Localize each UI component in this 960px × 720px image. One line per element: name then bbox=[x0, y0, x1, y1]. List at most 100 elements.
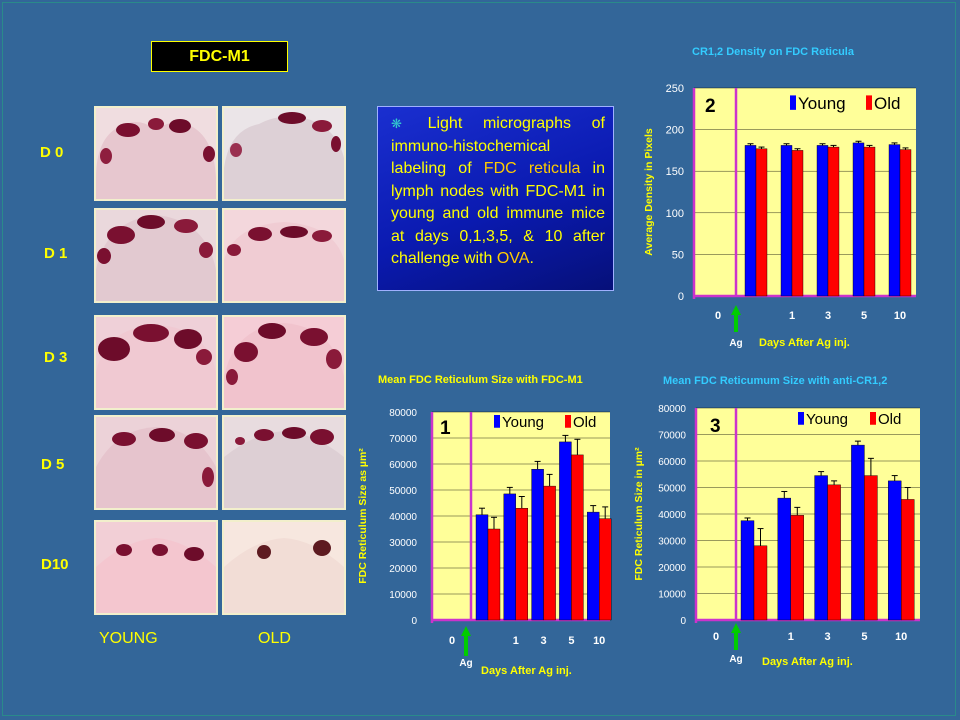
x-tick-label: 5 bbox=[568, 635, 574, 647]
ag-arrow-icon bbox=[461, 626, 471, 656]
y-tick-label: 10000 bbox=[389, 590, 417, 601]
panel-number: 3 bbox=[710, 416, 721, 437]
legend-swatch-old bbox=[866, 95, 872, 110]
micrograph-young-d0 bbox=[94, 106, 218, 201]
legend-swatch-young bbox=[798, 412, 804, 425]
panel-title: FDC-M1 bbox=[151, 41, 288, 72]
y-tick-label: 70000 bbox=[389, 434, 417, 445]
bar-young bbox=[777, 497, 792, 621]
bar-old bbox=[901, 499, 915, 621]
legend-label-young: Young bbox=[806, 411, 848, 428]
y-axis-label: FDC Reticulum Size in µm² bbox=[633, 447, 645, 581]
micrograph-young-d1 bbox=[94, 208, 218, 303]
x-tick-label: 3 bbox=[825, 310, 831, 322]
col-label-old: OLD bbox=[258, 630, 291, 647]
y-tick-label: 250 bbox=[666, 83, 684, 95]
legend-swatch-young bbox=[494, 415, 500, 428]
row-label-d5: D 5 bbox=[41, 456, 65, 473]
bar-old bbox=[753, 545, 768, 621]
y-tick-label: 0 bbox=[411, 616, 417, 627]
info-text-1: Light micrographs of immuno-histochemica… bbox=[391, 115, 605, 177]
ag-arrow-icon bbox=[731, 623, 741, 650]
bar-old bbox=[571, 454, 584, 621]
x-tick-label: 0 bbox=[449, 635, 455, 647]
x-axis-label: Days After Ag inj. bbox=[481, 665, 572, 677]
y-tick-label: 200 bbox=[666, 125, 684, 137]
bar-young bbox=[740, 520, 755, 621]
micrograph-old-d1 bbox=[222, 208, 346, 303]
y-tick-label: 0 bbox=[680, 616, 686, 627]
y-tick-label: 150 bbox=[666, 166, 684, 178]
y-tick-label: 50 bbox=[672, 249, 684, 261]
y-tick-label: 20000 bbox=[658, 563, 686, 574]
y-tick-label: 60000 bbox=[658, 457, 686, 468]
col-label-young: YOUNG bbox=[99, 630, 158, 647]
info-text-2: in lymph nodes with FDC-M1 in young and … bbox=[391, 160, 606, 267]
bar-old bbox=[827, 146, 840, 297]
micrograph-old-d3 bbox=[222, 315, 346, 410]
micrograph-young-d3 bbox=[94, 315, 218, 410]
x-tick-label: 1 bbox=[789, 310, 795, 322]
micrograph-old-d10 bbox=[222, 520, 346, 615]
bar-young bbox=[559, 441, 572, 621]
bar-young bbox=[744, 145, 757, 297]
chart-fdcm1-size: 0 10000 20000 30000 40000 50000 60000 70000 8000… bbox=[357, 408, 612, 677]
micrograph-old-d0 bbox=[222, 106, 346, 201]
y-axis-label: Average Density in Pixels bbox=[643, 128, 655, 256]
bar-young bbox=[503, 493, 517, 621]
bar-old bbox=[487, 528, 501, 621]
legend-swatch-young bbox=[790, 95, 796, 110]
bar-old bbox=[899, 149, 912, 297]
legend-label-old: Old bbox=[573, 414, 596, 431]
x-tick-label: 5 bbox=[861, 631, 867, 643]
x-tick-label: 5 bbox=[861, 310, 867, 322]
x-tick-label: 10 bbox=[593, 635, 605, 647]
bar-young bbox=[531, 468, 544, 621]
bar-old bbox=[791, 150, 804, 297]
chart-cr12-size: 0 10000 20000 30000 40000 50000 60000 70000 8000… bbox=[633, 404, 920, 668]
x-tick-label: 10 bbox=[895, 631, 907, 643]
micrograph-young-d5 bbox=[94, 415, 218, 510]
x-tick-label: 0 bbox=[715, 310, 721, 322]
ag-label: Ag bbox=[729, 338, 742, 349]
bar-old bbox=[515, 507, 529, 621]
ag-arrow-icon bbox=[731, 305, 741, 332]
row-label-d0: D 0 bbox=[40, 144, 64, 161]
bar-young bbox=[586, 511, 600, 621]
panel-number: 2 bbox=[705, 96, 716, 117]
legend-label-old: Old bbox=[874, 94, 900, 113]
y-tick-label: 100 bbox=[666, 208, 684, 220]
y-axis-label: FDC Reticulum Size as µm² bbox=[357, 448, 369, 584]
micrograph-old-d5 bbox=[222, 415, 346, 510]
chart-1-title: Mean FDC Reticulum Size with FDC-M1 bbox=[378, 374, 583, 386]
bar-young bbox=[888, 144, 901, 297]
info-text-highlight: FDC reticula bbox=[483, 160, 581, 177]
y-tick-label: 40000 bbox=[658, 510, 686, 521]
bar-old bbox=[827, 484, 841, 621]
x-tick-label: 3 bbox=[541, 635, 547, 647]
x-tick-label: 1 bbox=[788, 631, 794, 643]
bar-old bbox=[790, 515, 805, 621]
chart-2-title: CR1,2 Density on FDC Reticula bbox=[692, 46, 854, 58]
bar-young bbox=[852, 142, 865, 297]
y-tick-label: 0 bbox=[678, 291, 684, 303]
y-tick-label: 80000 bbox=[658, 404, 686, 415]
bar-young bbox=[814, 475, 828, 621]
y-tick-label: 10000 bbox=[658, 590, 686, 601]
info-box: ❋ Light micrographs of immuno-histochemi… bbox=[377, 106, 614, 291]
row-label-d3: D 3 bbox=[44, 349, 68, 366]
y-tick-label: 50000 bbox=[389, 486, 417, 497]
row-label-d1: D 1 bbox=[44, 245, 68, 262]
legend-swatch-old bbox=[870, 412, 876, 425]
bar-young bbox=[816, 145, 829, 297]
x-tick-label: 3 bbox=[825, 631, 831, 643]
bullet-icon: ❋ bbox=[391, 116, 402, 131]
bar-old bbox=[755, 148, 768, 297]
ag-label: Ag bbox=[729, 654, 742, 665]
legend-label-young: Young bbox=[502, 414, 544, 431]
bar-young bbox=[888, 480, 902, 621]
x-axis-label: Days After Ag inj. bbox=[762, 656, 853, 668]
x-axis-label: Days After Ag inj. bbox=[759, 337, 850, 349]
legend-swatch-old bbox=[565, 415, 571, 428]
x-tick-label: 1 bbox=[513, 635, 519, 647]
